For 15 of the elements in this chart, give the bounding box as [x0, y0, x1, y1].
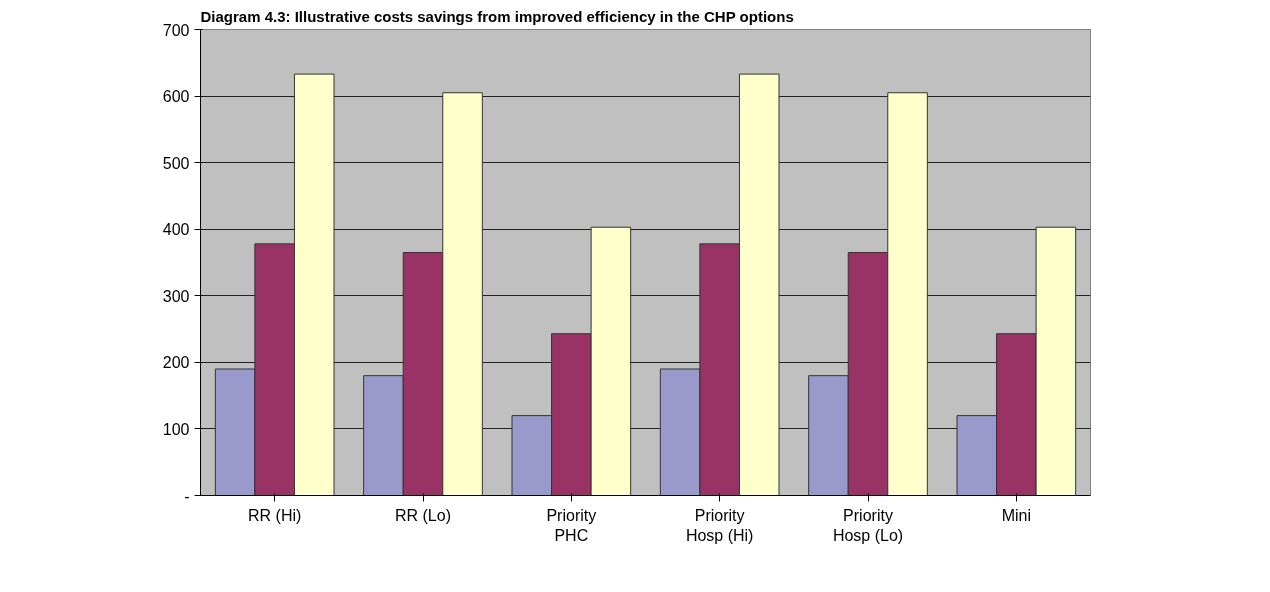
x-tick-label: Priority Hosp (Hi) [685, 506, 754, 544]
x-tick-label: RR (Hi) [248, 506, 302, 524]
y-tick-label: 600 [162, 88, 190, 106]
y-tick-label: 700 [162, 21, 190, 39]
x-tick-label: RR (Lo) [395, 506, 452, 524]
y-tick-label: - [184, 487, 190, 505]
chart-title: Diagram 4.3: Illustrative costs savings from improved efficiency in the CHP options [200, 7, 794, 25]
y-tick-label: 200 [162, 354, 190, 372]
y-tick-label: 300 [162, 287, 190, 305]
y-tick-label: 400 [162, 221, 190, 239]
x-tick-label: Priority PHC [546, 506, 597, 544]
y-tick-label: 500 [162, 154, 190, 172]
x-tick-label: Priority Hosp (Lo) [832, 506, 904, 544]
y-tick-label: 100 [162, 420, 190, 438]
x-tick-label: Mini [1001, 506, 1032, 524]
